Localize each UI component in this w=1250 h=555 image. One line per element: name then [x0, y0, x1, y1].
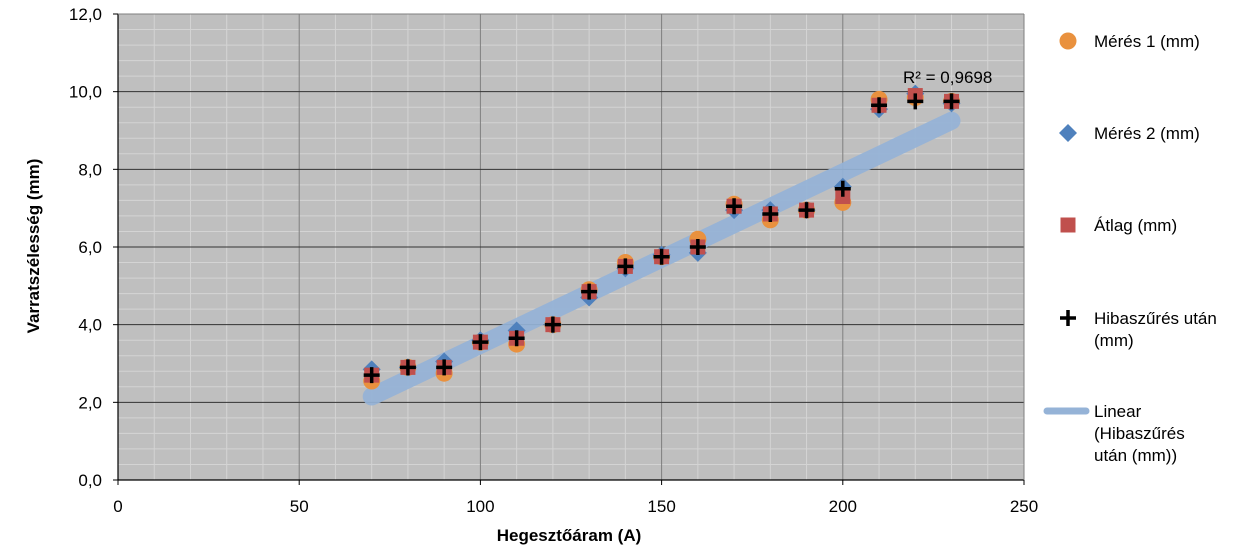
grid-lines — [118, 14, 1024, 480]
legend-label: Átlag (mm) — [1094, 216, 1177, 235]
x-tick-label: 150 — [647, 497, 675, 516]
x-tick-label: 200 — [829, 497, 857, 516]
data-point-plus — [871, 97, 888, 114]
legend-label: után (mm)) — [1094, 446, 1177, 465]
legend-marker-plus — [1060, 310, 1076, 326]
axes — [113, 13, 1025, 485]
y-tick-label: 10,0 — [69, 83, 102, 102]
x-tick-label: 50 — [290, 497, 309, 516]
y-tick-label: 4,0 — [78, 316, 102, 335]
y-axis-title: Varratszélesség (mm) — [24, 159, 43, 334]
data-point-plus — [834, 180, 851, 197]
legend-item: Hibaszűrés után (mm) — [1060, 309, 1217, 350]
legend-item: Linear (Hibaszűrés után (mm)) — [1043, 402, 1185, 465]
x-tick-label: 250 — [1010, 497, 1038, 516]
data-point-plus — [653, 248, 670, 265]
legend-item: Mérés 2 (mm) — [1059, 124, 1200, 143]
legend-marker-square — [1060, 217, 1076, 233]
legend-label: Mérés 2 (mm) — [1094, 124, 1200, 143]
data-point-plus — [399, 359, 416, 376]
data-point-plus — [798, 202, 815, 219]
legend-marker-diamond — [1059, 124, 1077, 142]
data-point-plus — [472, 334, 489, 351]
legend: Mérés 1 (mm) Mérés 2 (mm) Átlag (mm) Hibasz… — [1043, 32, 1217, 465]
data-point-plus — [544, 316, 561, 333]
r-squared-label: R² = 0,9698 — [903, 68, 992, 87]
data-point-plus — [436, 359, 453, 376]
data-point-plus — [508, 330, 525, 347]
data-point-plus — [581, 283, 598, 300]
y-tick-label: 12,0 — [69, 5, 102, 24]
data-points — [362, 84, 961, 390]
x-axis-title: Hegesztőáram (A) — [497, 526, 642, 545]
data-point-plus — [726, 198, 743, 215]
data-point-plus — [943, 93, 960, 110]
y-tick-label: 6,0 — [78, 238, 102, 257]
y-tick-label: 0,0 — [78, 471, 102, 490]
legend-marker-circle — [1059, 32, 1077, 50]
y-tick-label: 2,0 — [78, 393, 102, 412]
legend-item: Mérés 1 (mm) — [1059, 32, 1200, 51]
y-tick-label: 8,0 — [78, 160, 102, 179]
legend-label: Hibaszűrés után — [1094, 309, 1217, 328]
tick-labels: 0 50 100 150 200 250 0,0 2,0 4,0 6,0 8,0 10,0 12,0 — [69, 5, 1038, 516]
data-point-plus — [363, 367, 380, 384]
legend-item: Átlag (mm) — [1060, 216, 1177, 235]
legend-label: Linear — [1094, 402, 1142, 421]
data-point-plus — [907, 93, 924, 110]
legend-label: Mérés 1 (mm) — [1094, 32, 1200, 51]
x-tick-label: 100 — [466, 497, 494, 516]
data-point-plus — [762, 205, 779, 222]
data-point-plus — [617, 258, 634, 275]
legend-label: (mm) — [1094, 331, 1134, 350]
data-point-plus — [689, 239, 706, 255]
x-tick-label: 0 — [113, 497, 122, 516]
legend-label: (Hibaszűrés — [1094, 424, 1185, 443]
series-4 — [363, 93, 960, 384]
